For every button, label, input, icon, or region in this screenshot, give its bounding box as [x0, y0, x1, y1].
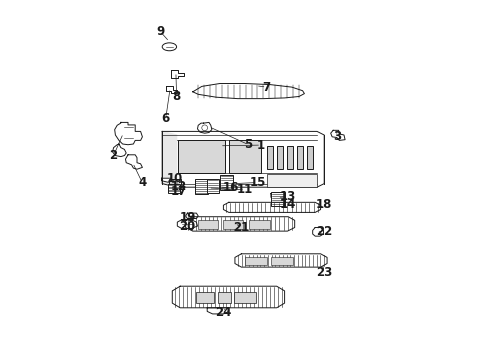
Polygon shape	[193, 84, 304, 99]
Text: 10: 10	[167, 172, 183, 185]
Polygon shape	[162, 131, 176, 184]
Text: 3: 3	[333, 130, 341, 143]
Polygon shape	[177, 220, 197, 229]
Bar	[248, 220, 270, 229]
Polygon shape	[162, 178, 171, 182]
Text: 9: 9	[156, 25, 165, 38]
Bar	[245, 257, 267, 265]
Bar	[196, 292, 215, 303]
Polygon shape	[207, 308, 229, 314]
Bar	[170, 179, 181, 185]
Polygon shape	[172, 286, 285, 308]
Text: 20: 20	[179, 220, 196, 233]
Bar	[287, 146, 293, 169]
Text: 17: 17	[171, 185, 187, 198]
Polygon shape	[125, 155, 143, 169]
Text: 24: 24	[215, 306, 232, 319]
Circle shape	[202, 125, 208, 131]
Polygon shape	[331, 130, 345, 140]
Text: 19: 19	[179, 211, 196, 224]
Polygon shape	[235, 254, 327, 267]
Bar	[297, 146, 303, 169]
Polygon shape	[162, 131, 324, 187]
Bar	[207, 179, 219, 193]
Text: 16: 16	[222, 181, 239, 194]
Text: 21: 21	[233, 221, 249, 234]
Ellipse shape	[162, 43, 176, 51]
Polygon shape	[186, 217, 294, 231]
Bar	[271, 257, 293, 265]
Bar	[267, 146, 273, 169]
Text: 5: 5	[245, 138, 253, 151]
Text: 11: 11	[237, 183, 253, 196]
Polygon shape	[223, 202, 320, 212]
Text: 22: 22	[316, 225, 332, 238]
Text: 7: 7	[263, 81, 270, 94]
Text: 4: 4	[138, 176, 147, 189]
Text: 6: 6	[162, 112, 170, 125]
Bar	[234, 292, 256, 303]
Bar	[229, 140, 261, 173]
Polygon shape	[166, 86, 176, 93]
Polygon shape	[113, 144, 126, 157]
Bar	[218, 292, 231, 303]
Bar	[271, 192, 285, 206]
Polygon shape	[271, 194, 284, 200]
Text: 14: 14	[280, 198, 296, 211]
Polygon shape	[186, 213, 198, 219]
Text: 23: 23	[316, 266, 332, 279]
Text: 18: 18	[316, 198, 332, 211]
Polygon shape	[197, 122, 212, 133]
Bar	[178, 140, 225, 173]
Bar	[168, 184, 180, 193]
Polygon shape	[115, 122, 143, 145]
Text: 2: 2	[110, 149, 118, 162]
Bar	[277, 146, 283, 169]
Bar	[223, 220, 243, 229]
Text: 15: 15	[249, 176, 266, 189]
Bar	[198, 220, 218, 229]
Bar	[195, 179, 208, 194]
Text: 8: 8	[172, 90, 181, 103]
Polygon shape	[313, 228, 323, 236]
Bar	[307, 146, 314, 169]
Bar	[267, 174, 317, 187]
Text: 13: 13	[280, 190, 296, 203]
Polygon shape	[171, 70, 184, 78]
Text: 12: 12	[171, 180, 187, 193]
Bar	[220, 175, 233, 190]
Text: 1: 1	[257, 139, 265, 152]
